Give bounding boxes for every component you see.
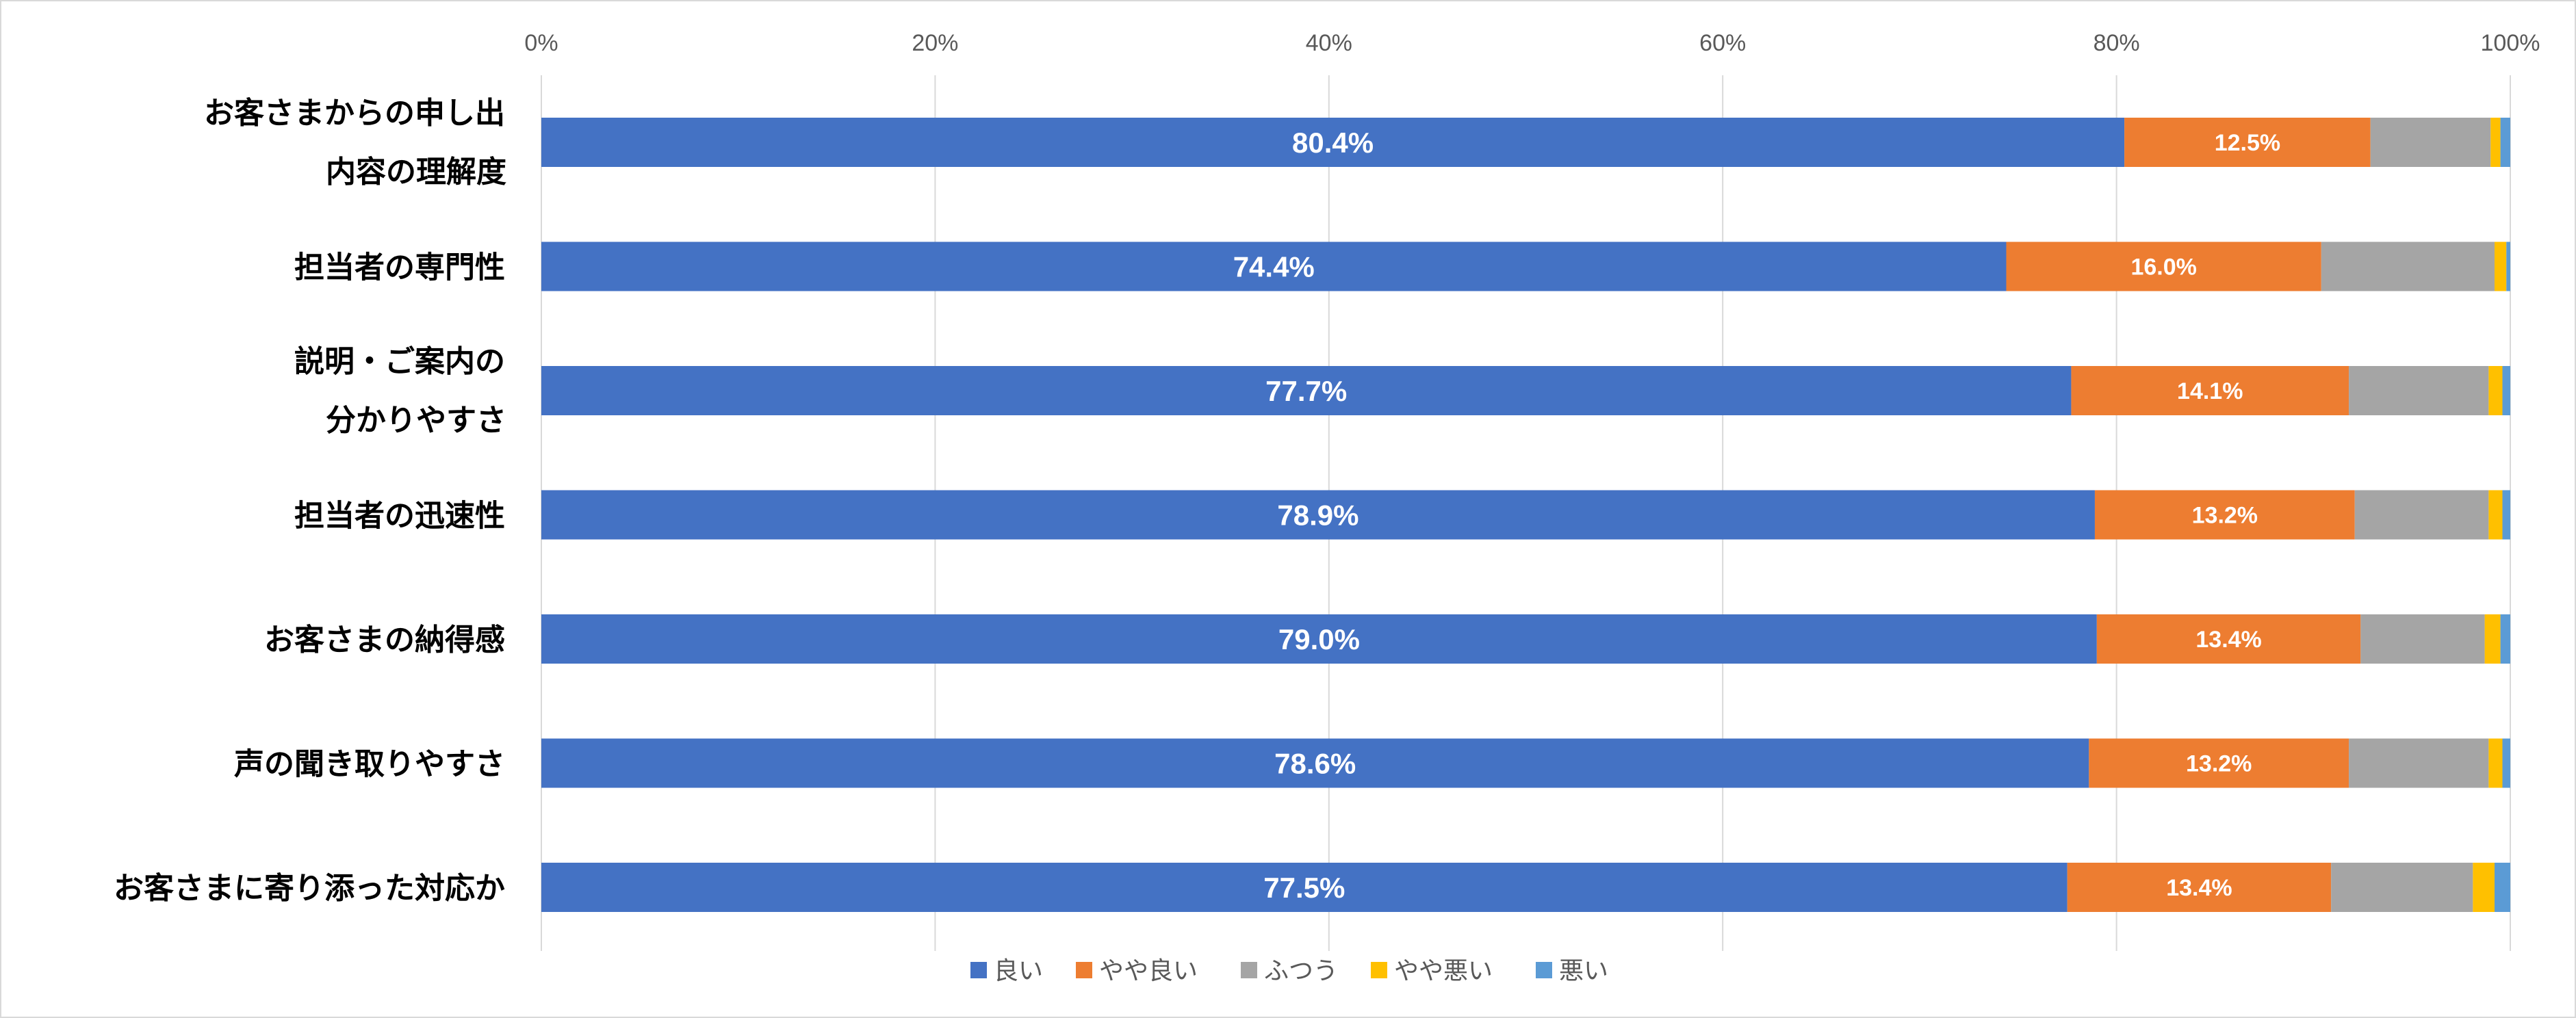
- category-label-line-2: 内容の理解度: [326, 155, 506, 190]
- bar-segment: [2349, 366, 2489, 415]
- x-tick-label: 60%: [1699, 30, 1746, 56]
- bar-segment: [2502, 366, 2510, 415]
- bar-segment: [2354, 490, 2489, 540]
- data-label: 13.4%: [2195, 627, 2261, 653]
- bar-segment: [2488, 366, 2503, 415]
- bar-segment: [2473, 863, 2495, 912]
- bar-segment: [2370, 118, 2491, 167]
- category-label: 声の聞き取りやすさ: [234, 747, 505, 782]
- category-label-line-2: 分かりやすさ: [326, 403, 506, 438]
- legend-swatch: [1241, 962, 1257, 978]
- bar-segment: [2502, 738, 2510, 788]
- bar-segment: [541, 614, 2097, 664]
- bar-segment: [541, 490, 2095, 540]
- legend-label: やや良い: [1099, 957, 1198, 985]
- legend-swatch: [1076, 962, 1092, 978]
- bar-segment: [2096, 614, 2361, 664]
- bar-segment: [2089, 738, 2349, 788]
- bar-segment: [2488, 738, 2503, 788]
- data-label: 78.6%: [1274, 748, 1356, 780]
- bar-segment: [2494, 863, 2510, 912]
- category-label: お客さまに寄り添った対応か: [114, 871, 505, 906]
- legend-label: ふつう: [1264, 957, 1338, 985]
- legend-label: やや悪い: [1394, 957, 1493, 985]
- bar-segment: [2094, 490, 2355, 540]
- bar-segment: [2006, 242, 2321, 291]
- data-label: 74.4%: [1233, 251, 1315, 283]
- category-label-line-1: お客さまからの申し出: [204, 96, 505, 131]
- bar-segment: [2331, 863, 2473, 912]
- data-label: 13.2%: [2186, 751, 2252, 777]
- x-tick-label: 20%: [912, 30, 958, 56]
- data-label: 77.5%: [1263, 872, 1345, 904]
- bar-segment: [2494, 242, 2507, 291]
- data-label: 13.4%: [2166, 875, 2232, 901]
- data-label: 13.2%: [2192, 503, 2258, 529]
- data-label: 14.1%: [2177, 378, 2243, 404]
- bar-segment: [2506, 242, 2510, 291]
- bar-segment: [2349, 738, 2489, 788]
- data-label: 77.7%: [1265, 375, 1347, 407]
- x-tick-label: 80%: [2094, 30, 2140, 56]
- bar-segment: [2071, 366, 2349, 415]
- category-label: お客さまの納得感: [264, 623, 505, 657]
- legend-label: 悪い: [1559, 957, 1608, 985]
- bar-segment: [541, 242, 2007, 291]
- bar-segment: [2360, 614, 2485, 664]
- legend-label: 良い: [994, 957, 1043, 985]
- legend-swatch: [1371, 962, 1387, 978]
- bar-segment: [2488, 490, 2503, 540]
- data-label: 79.0%: [1278, 623, 1360, 655]
- bar-segment: [2067, 863, 2332, 912]
- x-tick-label: 0%: [524, 30, 558, 56]
- bar-segment: [2502, 490, 2510, 540]
- bar-segment: [2500, 614, 2510, 664]
- category-label: 担当者の迅速性: [294, 499, 505, 534]
- legend-swatch: [970, 962, 987, 978]
- category-label: 担当者の専門性: [294, 250, 505, 285]
- x-tick-label: 100%: [2481, 30, 2540, 56]
- x-tick-label: 40%: [1306, 30, 1352, 56]
- bar-segment: [2500, 118, 2510, 167]
- bar-segment: [2490, 118, 2501, 167]
- bar-segment: [2484, 614, 2501, 664]
- data-label: 80.4%: [1292, 127, 1374, 159]
- legend-swatch: [1536, 962, 1552, 978]
- bar-segment: [2124, 118, 2371, 167]
- data-label: 12.5%: [2215, 130, 2280, 156]
- bar-segment: [2321, 242, 2495, 291]
- data-label: 78.9%: [1277, 499, 1358, 532]
- category-label-line-1: 説明・ご案内の: [294, 344, 505, 379]
- bar-segment: [541, 863, 2068, 912]
- bar-segment: [541, 366, 2072, 415]
- data-label: 16.0%: [2130, 254, 2196, 280]
- bar-segment: [541, 738, 2089, 788]
- bar-segment: [541, 118, 2125, 167]
